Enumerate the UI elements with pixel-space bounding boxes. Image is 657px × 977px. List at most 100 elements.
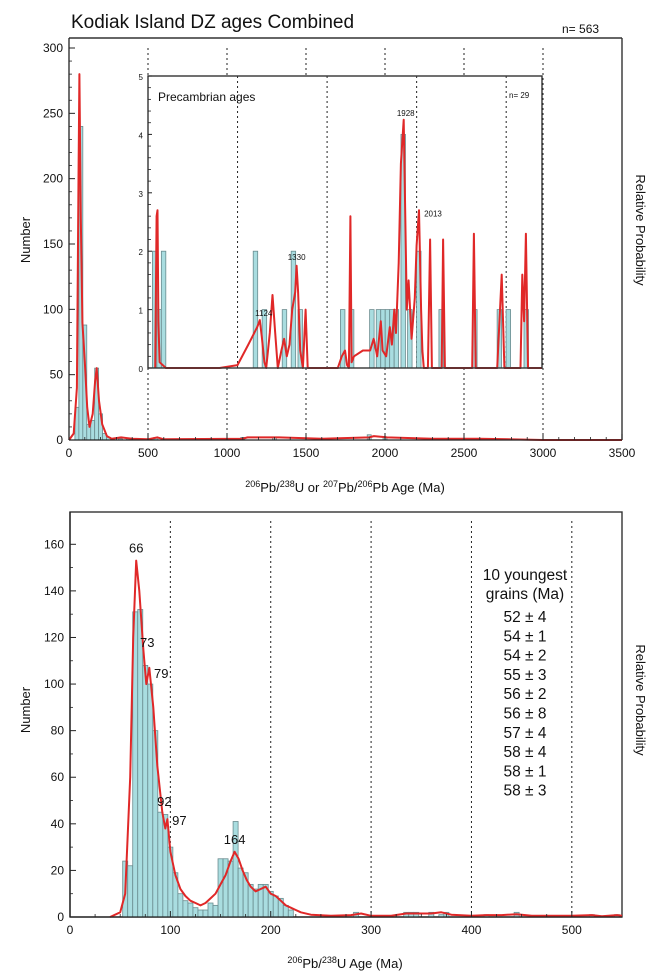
inset-title: Precambrian ages: [158, 90, 255, 104]
bottom-ytick-label-1: 20: [51, 863, 65, 877]
x-title-sup-1: 206: [245, 479, 260, 489]
x-title-part-2: U or: [295, 480, 323, 495]
top-ytick-label-6: 300: [43, 41, 63, 55]
youngest-grain-0: 52 ± 4: [504, 609, 547, 626]
top-xtick-label-2: 1000: [214, 446, 241, 460]
youngest-grain-2: 54 ± 2: [504, 648, 547, 665]
top-xtick-label-5: 2500: [451, 446, 478, 460]
inset-peak-label-0: 1124: [255, 309, 273, 318]
bottom-bar-16: [202, 909, 209, 918]
x-title-part-4: Pb Age (Ma): [373, 480, 445, 495]
bottom-x-axis-title: 206Pb/238U Age (Ma): [287, 955, 402, 971]
bottom-xtick-label-5: 500: [562, 923, 582, 937]
bottom-bar-5: [147, 683, 154, 918]
bottom-bar-23: [237, 867, 244, 918]
bx-title-part-1: Pb/: [302, 956, 322, 971]
bottom-bar-13: [187, 902, 194, 918]
top-xtick-label-4: 2000: [372, 446, 399, 460]
inset-ytick-label-1: 1: [139, 307, 144, 316]
bottom-xtick-label-4: 400: [461, 923, 481, 937]
bottom-ytick-label-7: 140: [44, 584, 64, 598]
top-y-ticks: 0 50 100 150 200 250 300: [43, 41, 75, 447]
bottom-ytick-label-5: 100: [44, 677, 64, 691]
bottom-bar-1: [127, 865, 134, 918]
top-y2-axis-title: Relative Probability: [633, 174, 648, 286]
inset-ytick-label-4: 4: [139, 131, 144, 140]
inset-ytick-label-5: 5: [139, 73, 144, 82]
inset-probability-curve: [154, 118, 542, 369]
inset-peak-label-1: 1330: [288, 253, 306, 262]
x-title-sup-3: 207: [323, 479, 338, 489]
top-x-axis-title: 206Pb/238U or 207Pb/206Pb Age (Ma): [245, 479, 445, 495]
bottom-xtick-label-0: 0: [67, 923, 74, 937]
bottom-ytick-label-4: 80: [51, 724, 65, 738]
inset-count-label: n= 29: [509, 91, 530, 100]
bottom-ytick-label-6: 120: [44, 630, 64, 644]
bottom-peak-label-2: 79: [154, 666, 168, 681]
bottom-xtick-label-3: 300: [361, 923, 381, 937]
bottom-ytick-label-2: 40: [51, 817, 65, 831]
top-xtick-label-0: 0: [66, 446, 73, 460]
youngest-grain-6: 57 ± 4: [504, 725, 547, 742]
top-x-ticks: 0 500 1000 1500 2000 2500 3000 3500: [66, 434, 636, 460]
youngest-grains-list: 10 youngest grains (Ma) 52 ± 4 54 ± 1 54 ±…: [483, 567, 568, 800]
bottom-bar-3: [137, 609, 144, 918]
bx-title-sup-1: 206: [287, 955, 302, 965]
top-y-axis-title: Number: [18, 216, 33, 263]
top-ytick-label-0: 0: [56, 433, 63, 447]
x-title-sup-2: 238: [280, 479, 295, 489]
youngest-grain-1: 54 ± 1: [504, 628, 547, 645]
bottom-ytick-label-3: 60: [51, 770, 65, 784]
top-xtick-label-3: 1500: [293, 446, 320, 460]
inset-grid: [237, 76, 507, 368]
bottom-bar-7: [157, 811, 164, 918]
inset-y-ticks: 0 1 2 3 4 5: [139, 73, 152, 374]
x-title-part-3: Pb/: [338, 480, 358, 495]
top-xtick-label-1: 500: [138, 446, 158, 460]
inset-ytick-label-2: 2: [139, 248, 144, 257]
top-ytick-label-2: 100: [43, 302, 63, 316]
bottom-xtick-label-1: 100: [160, 923, 180, 937]
youngest-grain-8: 58 ± 1: [504, 763, 547, 780]
bottom-y-axis-title: Number: [18, 686, 33, 733]
youngest-grain-5: 56 ± 8: [504, 706, 547, 723]
bottom-peak-label-0: 66: [129, 541, 143, 556]
bottom-ytick-label-0: 0: [57, 910, 64, 924]
bottom-peak-label-1: 73: [140, 635, 154, 650]
bottom-y-ticks: 0 20 40 60 80 100 120 140 160: [44, 537, 76, 924]
bottom-bar-30: [272, 895, 279, 918]
inset-chart: 0 1 2 3 4 5 1124 1330 1928 2013 Precambrian ages…: [139, 73, 543, 374]
bottom-grid: [169, 521, 573, 917]
top-xtick-label-7: 3500: [609, 446, 636, 460]
bottom-ytick-label-8: 160: [44, 537, 64, 551]
inset-peak-labels: 1124 1330 1928 2013: [255, 109, 442, 318]
inset-bar-2: [160, 250, 167, 369]
top-xtick-label-6: 3000: [530, 446, 557, 460]
bottom-bar-18: [212, 904, 219, 918]
youngest-header-line1: 10 youngest: [483, 567, 568, 584]
youngest-header-line2: grains (Ma): [486, 586, 564, 603]
inset-frame: [147, 75, 543, 369]
youngest-grain-7: 58 ± 4: [504, 744, 547, 761]
bottom-bar-8: [162, 814, 169, 918]
inset-bar-22: [505, 309, 511, 369]
bottom-y2-axis-title: Relative Probability: [633, 644, 648, 756]
top-count-label: n= 563: [562, 22, 599, 36]
youngest-grain-4: 56 ± 2: [504, 686, 547, 703]
youngest-grain-9: 58 ± 3: [504, 783, 547, 800]
bottom-probability-curve: [109, 559, 623, 918]
top-ytick-label-3: 150: [43, 237, 63, 251]
top-chart-title: Kodiak Island DZ ages Combined: [71, 12, 354, 33]
bottom-bar-17: [207, 902, 214, 918]
bottom-bar-21: [227, 860, 234, 918]
x-title-sup-4: 206: [358, 479, 373, 489]
bottom-bar-15: [197, 909, 204, 918]
bottom-bar-26: [252, 888, 259, 918]
top-ytick-label-1: 50: [50, 368, 64, 382]
inset-peak-label-3: 2013: [424, 209, 442, 218]
bottom-peak-label-5: 164: [224, 832, 246, 847]
inset-ytick-label-3: 3: [139, 190, 144, 199]
youngest-grain-3: 55 ± 3: [504, 667, 547, 684]
